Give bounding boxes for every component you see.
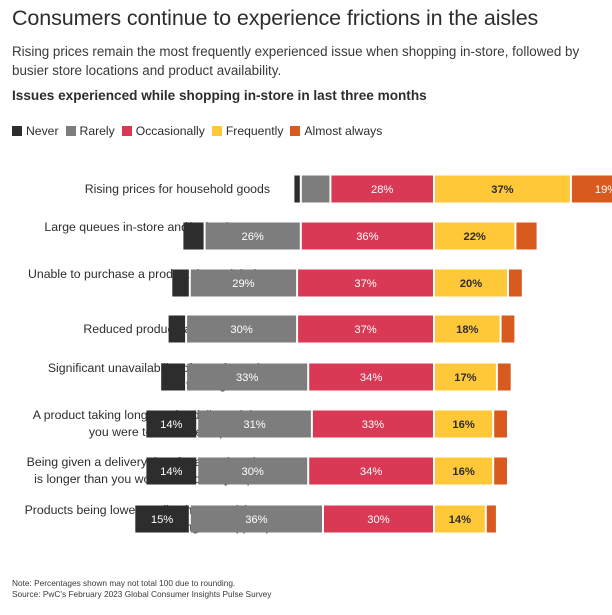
legend-label-frequently: Frequently bbox=[225, 124, 284, 138]
category-label-line: Rising prices for household goods bbox=[84, 181, 270, 196]
bar-segment-rarely bbox=[198, 410, 311, 438]
legend-swatch-never bbox=[12, 126, 22, 136]
category-label: Rising prices for household goods bbox=[85, 181, 270, 198]
bar-segment-never bbox=[168, 315, 186, 343]
legend-swatch-almost-always bbox=[290, 126, 301, 136]
bar-segment-never bbox=[146, 410, 197, 438]
bar-segment-almost-always bbox=[497, 363, 511, 391]
data-label-rarely: 30% bbox=[241, 466, 263, 478]
bar-segment-almost-always bbox=[571, 175, 612, 203]
data-label-frequently: 16% bbox=[452, 466, 474, 478]
legend-swatch-occasionally bbox=[121, 126, 132, 136]
bar-segment-frequently bbox=[435, 457, 493, 485]
bar-segment-rarely bbox=[198, 457, 308, 485]
legend-item-frequently: Frequently bbox=[211, 124, 284, 138]
data-label-rarely: 30% bbox=[230, 324, 252, 336]
data-label-occasionally: 34% bbox=[360, 372, 382, 384]
bar-segment-almost-always bbox=[509, 269, 522, 297]
legend-label-occasionally: Occasionally bbox=[135, 124, 205, 138]
bar-segment-never bbox=[135, 505, 189, 533]
bar-segment-rarely bbox=[205, 222, 300, 250]
subtitle: Rising prices remain the most frequently… bbox=[12, 44, 580, 78]
bar-segment-frequently bbox=[435, 222, 515, 250]
data-label-occasionally: 36% bbox=[356, 231, 378, 243]
bar-segment-occasionally bbox=[298, 315, 433, 343]
bar-segment-rarely bbox=[301, 175, 330, 203]
bar-segment-occasionally bbox=[331, 175, 433, 203]
footnote: Note: Percentages shown may not total 10… bbox=[12, 578, 271, 599]
data-label-occasionally: 37% bbox=[354, 324, 376, 336]
data-label-frequently: 16% bbox=[452, 419, 474, 431]
legend-label-rarely: Rarely bbox=[79, 124, 115, 138]
bar-segment-frequently bbox=[435, 175, 570, 203]
bar-segment-occasionally bbox=[309, 457, 433, 485]
bar-segment-never bbox=[172, 269, 189, 297]
data-label-frequently: 14% bbox=[449, 514, 471, 526]
bar-segment-rarely bbox=[187, 363, 308, 391]
legend-label-almost-always: Almost always bbox=[304, 124, 383, 138]
data-label-rarely: 31% bbox=[243, 419, 265, 431]
bar-segment-almost-always bbox=[516, 222, 537, 250]
bar-segment-almost-always bbox=[494, 457, 507, 485]
data-label-frequently: 20% bbox=[460, 278, 482, 290]
bar-segment-frequently bbox=[435, 410, 493, 438]
legend-swatch-frequently bbox=[211, 126, 222, 136]
legend-item-rarely: Rarely bbox=[65, 124, 115, 138]
bar-segment-almost-always bbox=[501, 315, 515, 343]
bar-segment-frequently bbox=[435, 505, 485, 533]
bar-segment-never bbox=[146, 457, 197, 485]
bar-segment-rarely bbox=[190, 505, 322, 533]
footnote-source: Source: PwC's February 2023 Global Consu… bbox=[12, 588, 272, 599]
data-label-occasionally: 30% bbox=[367, 514, 389, 526]
legend-swatch-rarely bbox=[65, 126, 76, 136]
footnote-note: Note: Percentages shown may not total 10… bbox=[12, 578, 236, 588]
bar-segment-never bbox=[294, 175, 300, 203]
data-label-never: 14% bbox=[160, 466, 182, 478]
bar-segment-almost-always bbox=[486, 505, 496, 533]
bar-segment-occasionally bbox=[324, 505, 433, 533]
data-label-rarely: 29% bbox=[232, 278, 254, 290]
bar-segment-occasionally bbox=[298, 269, 433, 297]
page-title: Consumers continue to experience frictio… bbox=[12, 6, 539, 30]
data-label-occasionally: 37% bbox=[354, 278, 376, 290]
legend-item-never: Never bbox=[12, 124, 59, 138]
bar-segment-frequently bbox=[435, 363, 496, 391]
bar-segment-frequently bbox=[435, 269, 507, 297]
bar-segment-occasionally bbox=[309, 363, 433, 391]
legend: Never Rarely Occasionally Frequently Alm… bbox=[12, 124, 389, 138]
data-label-rarely: 36% bbox=[245, 514, 267, 526]
data-label-frequently: 18% bbox=[456, 324, 478, 336]
legend-item-occasionally: Occasionally bbox=[121, 124, 205, 138]
data-label-frequently: 17% bbox=[454, 372, 476, 384]
bar-segment-frequently bbox=[435, 315, 500, 343]
bar-segment-almost-always bbox=[494, 410, 507, 438]
bar-segment-never bbox=[183, 222, 204, 250]
bar-segment-never bbox=[161, 363, 186, 391]
data-label-never: 14% bbox=[160, 419, 182, 431]
legend-label-never: Never bbox=[26, 124, 59, 138]
bar-segment-rarely bbox=[190, 269, 297, 297]
data-label-rarely: 33% bbox=[236, 372, 258, 384]
legend-item-almost-always: Almost always bbox=[290, 124, 382, 138]
data-label-occasionally: 34% bbox=[360, 466, 382, 478]
bar-segment-rarely bbox=[187, 315, 297, 343]
data-label-occasionally: 28% bbox=[371, 184, 393, 196]
bar-segment-occasionally bbox=[312, 410, 433, 438]
data-label-frequently: 22% bbox=[463, 231, 485, 243]
chart-heading: Issues experienced while shopping in-sto… bbox=[12, 88, 427, 103]
data-label-rarely: 26% bbox=[241, 231, 263, 243]
bar-segment-occasionally bbox=[301, 222, 433, 250]
data-label-occasionally: 33% bbox=[362, 419, 384, 431]
data-label-frequently: 37% bbox=[491, 184, 513, 196]
data-label-almost-always: 19% bbox=[595, 184, 612, 196]
data-label-never: 15% bbox=[151, 514, 173, 526]
